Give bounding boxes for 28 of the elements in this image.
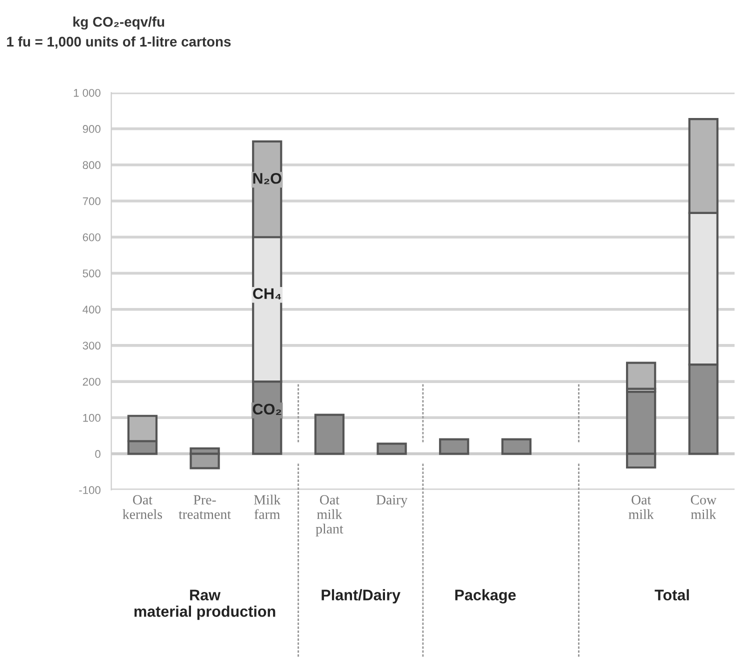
y-tick-label: 200 [82,378,100,386]
x-tick-label: Milk farm [254,494,281,520]
x-tick-label: Dairy [376,495,408,508]
y-tick-label: 1 000 [74,88,100,97]
y-tick-label: 300 [82,342,100,350]
y-tick-label: -100 [79,486,100,494]
text: Total [654,589,689,600]
y-tick-label: 500 [82,269,100,278]
annotation: CO₂ [252,404,282,415]
y-tick-label: 600 [82,233,100,242]
text: Package [455,589,516,604]
text: Plant/Dairy [322,589,400,604]
y-tick-label: 900 [82,125,100,133]
x-tick-label: Pre-treatment [178,495,231,520]
x-tick-label: Oat milk plant [316,495,344,536]
annotation: CH₄ [253,288,282,300]
text: Raw material production [134,590,276,620]
x-tick-label: Oat kernels [122,495,162,520]
x-tick-label: Oat milk [628,495,654,519]
y-tick-label: 400 [82,306,100,314]
chart-subtitle: 1 fu = 1,000 units of 1-litre cartons [7,36,231,49]
annotation: N₂O [253,172,282,184]
y-tick-label: 0 [95,450,100,458]
x-tick-label: Cow milk [690,495,716,519]
y-tick-label: 100 [83,414,100,422]
y-tick-label: 700 [82,197,100,206]
chart-title: kg CO₂-eqv/fu [73,16,164,30]
y-tick-label: 800 [82,161,100,170]
